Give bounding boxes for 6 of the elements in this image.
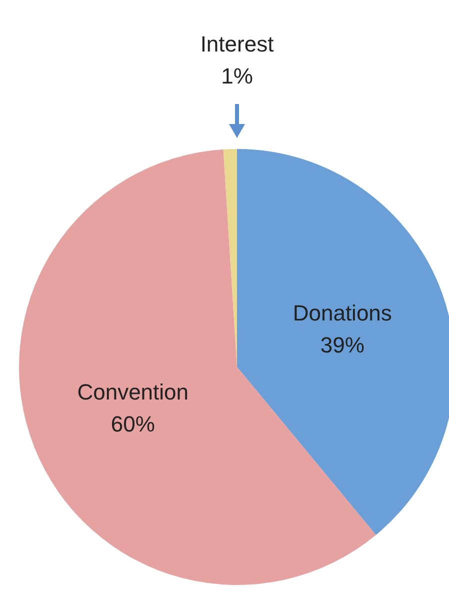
data-label: 60% <box>110 412 155 437</box>
slice-label: Interest <box>200 32 274 56</box>
slice-label: Convention <box>77 380 189 405</box>
data-label: 1% <box>221 64 253 88</box>
slice-label: Donations <box>292 300 392 326</box>
data-label: 39% <box>320 332 364 358</box>
